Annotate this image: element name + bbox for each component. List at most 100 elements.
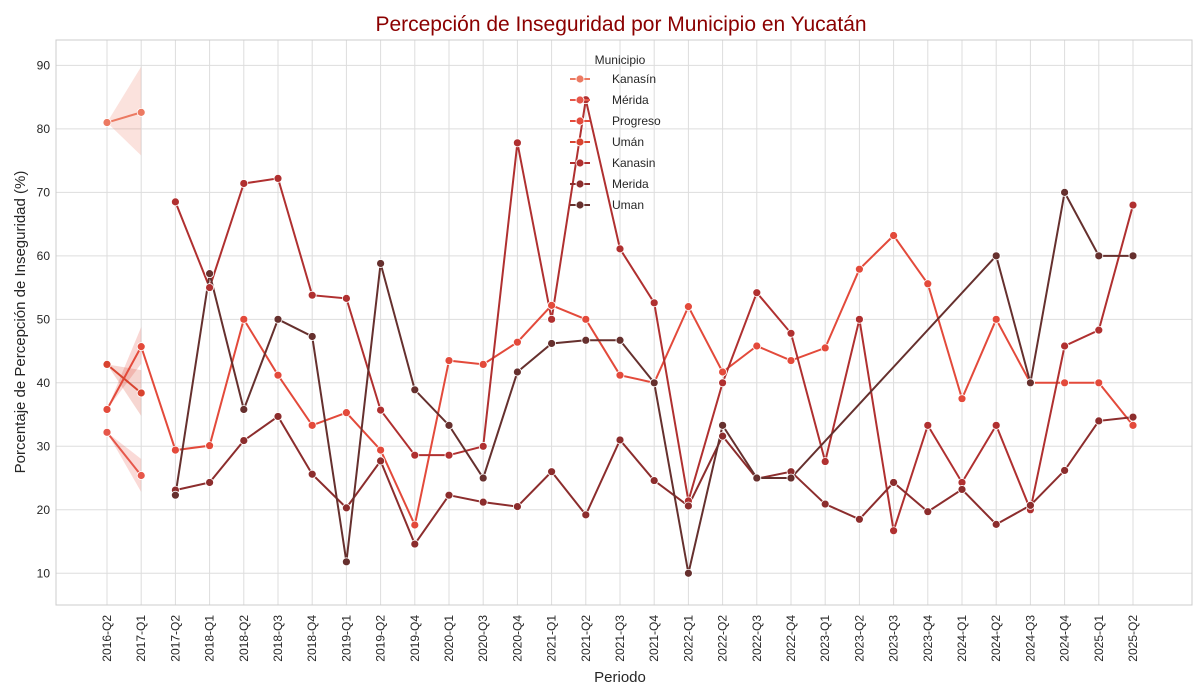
data-point: [718, 431, 727, 441]
data-point: [923, 420, 933, 430]
data-point: [718, 420, 727, 430]
x-tick-label: 2018-Q3: [271, 615, 285, 662]
data-point: [1094, 378, 1104, 388]
data-point: [444, 450, 454, 460]
data-point: [581, 314, 591, 324]
data-point: [1060, 466, 1069, 475]
series-line: [106, 363, 142, 394]
data-point: [547, 467, 556, 477]
data-point: [649, 476, 659, 485]
data-point: [376, 259, 386, 268]
data-point: [889, 478, 898, 487]
data-point: [615, 244, 625, 254]
series-line: [174, 189, 1133, 574]
y-tick-label: 80: [37, 122, 51, 136]
x-tick-label: 2022-Q1: [681, 615, 695, 662]
x-tick-label: 2021-Q1: [545, 615, 559, 662]
data-point: [513, 138, 522, 148]
data-point: [1128, 412, 1138, 422]
data-point: [786, 328, 796, 338]
data-point: [136, 342, 146, 352]
x-tick-label: 2024-Q3: [1023, 615, 1037, 662]
data-point: [170, 197, 180, 207]
data-point: [410, 450, 420, 460]
data-point: [855, 264, 864, 274]
y-tick-label: 60: [37, 249, 51, 263]
data-point: [136, 471, 146, 480]
data-point: [513, 367, 522, 377]
data-point: [410, 520, 420, 530]
data-point: [615, 335, 625, 345]
data-point: [1128, 251, 1138, 261]
data-point: [341, 293, 351, 303]
data-point: [376, 456, 386, 466]
x-tick-label: 2022-Q4: [784, 615, 798, 662]
data-point: [513, 502, 522, 512]
data-point: [923, 507, 933, 517]
data-point: [752, 341, 762, 351]
x-tick-label: 2023-Q4: [921, 615, 935, 662]
data-point: [205, 478, 215, 487]
series-line: [106, 111, 142, 124]
legend-label: Mérida: [612, 93, 649, 107]
data-point: [615, 370, 625, 380]
data-point: [752, 473, 762, 483]
data-point: [786, 473, 796, 483]
x-tick-label: 2024-Q2: [989, 615, 1003, 662]
legend-swatch-marker: [575, 179, 585, 189]
data-point: [102, 359, 112, 369]
legend-title: Municipio: [595, 53, 646, 67]
data-point: [444, 420, 454, 430]
data-point: [102, 427, 112, 437]
x-tick-label: 2017-Q1: [134, 615, 148, 662]
data-point: [991, 251, 1001, 261]
data-point: [649, 298, 659, 308]
y-tick-label: 10: [37, 566, 51, 580]
data-point: [273, 412, 283, 421]
x-tick-label: 2018-Q2: [237, 615, 251, 662]
data-point: [307, 290, 317, 300]
data-point: [957, 485, 967, 494]
data-point: [1128, 420, 1138, 430]
data-point: [376, 405, 386, 415]
data-point: [341, 557, 351, 567]
data-point: [718, 378, 727, 388]
series-line: [106, 431, 142, 477]
data-point: [444, 356, 454, 365]
y-tick-label: 40: [37, 376, 51, 390]
data-point: [581, 335, 591, 345]
data-point: [581, 510, 591, 520]
data-point: [1026, 500, 1035, 510]
data-point: [239, 179, 249, 188]
x-tick-label: 2018-Q1: [203, 615, 217, 662]
data-point: [820, 499, 830, 509]
x-axis-label: Periodo: [594, 669, 646, 686]
series-points: [102, 95, 1138, 578]
x-tick-label: 2021-Q2: [579, 615, 593, 662]
data-point: [752, 288, 762, 298]
data-point: [1128, 200, 1138, 210]
x-tick-label: 2023-Q3: [887, 615, 901, 662]
y-tick-label: 50: [37, 312, 51, 326]
y-tick-label: 20: [37, 503, 51, 517]
x-tick-label: 2021-Q4: [647, 615, 661, 662]
data-point: [273, 314, 283, 324]
data-point: [205, 283, 215, 292]
x-tick-label: 2017-Q2: [168, 615, 182, 662]
data-point: [136, 388, 146, 398]
data-point: [478, 473, 488, 483]
data-point: [205, 441, 215, 451]
data-point: [273, 173, 283, 183]
y-axis-label: Porcentaje de Percepción de Inseguridad …: [12, 171, 29, 474]
x-tick-label: 2022-Q3: [750, 615, 764, 662]
data-point: [820, 457, 830, 466]
x-tick-label: 2025-Q1: [1092, 615, 1106, 662]
data-point: [649, 378, 659, 388]
y-tick-label: 90: [37, 58, 51, 72]
data-point: [410, 539, 420, 549]
legend-swatch-marker: [575, 95, 585, 105]
data-point: [1060, 378, 1069, 388]
data-point: [855, 314, 864, 324]
data-point: [547, 314, 556, 324]
data-point: [170, 490, 180, 500]
